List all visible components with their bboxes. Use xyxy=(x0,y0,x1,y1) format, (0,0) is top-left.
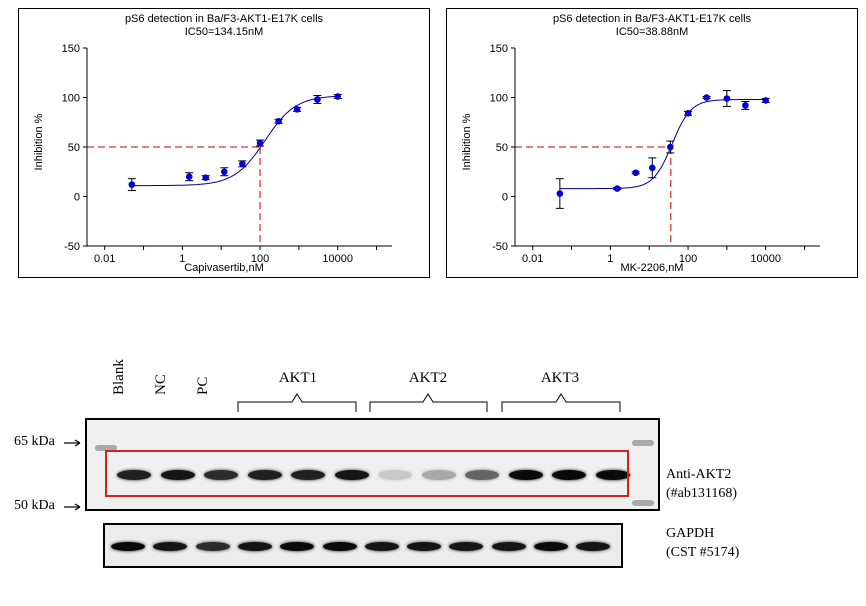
data-point xyxy=(202,174,210,181)
data-point xyxy=(256,139,264,147)
blot-band xyxy=(117,470,151,480)
group-label-akt1: AKT1 xyxy=(278,370,318,386)
antibody-label: Anti-AKT2 (#ab131168) xyxy=(666,465,737,503)
blot-band xyxy=(364,542,399,551)
blot-band xyxy=(153,542,188,551)
x-tick-label: 1 xyxy=(179,253,185,265)
x-tick-label: 10000 xyxy=(322,253,353,265)
bracket-akt3 xyxy=(501,393,621,412)
x-tick-label: 1 xyxy=(607,253,613,265)
blot-band xyxy=(407,542,442,551)
x-tick-label: 0.01 xyxy=(522,253,543,265)
blot-band xyxy=(195,542,230,551)
data-point xyxy=(334,93,342,100)
loading-control-catalog: (CST #5174) xyxy=(666,545,740,560)
x-tick-label: 100 xyxy=(251,253,269,265)
loading-control-name: GAPDH xyxy=(666,526,715,541)
group-label-akt3: AKT3 xyxy=(540,370,580,386)
blot-band xyxy=(552,470,586,480)
data-point xyxy=(742,102,749,109)
fit-curve xyxy=(559,99,766,190)
chart-title: pS6 detection in Ba/F3-AKT1-E17K cells xyxy=(124,13,324,25)
data-point xyxy=(239,160,246,168)
blot-band xyxy=(508,470,543,480)
data-point xyxy=(762,97,770,104)
blot-gapdh xyxy=(103,523,623,568)
y-tick-label: -50 xyxy=(492,241,508,253)
data-point xyxy=(613,185,621,192)
y-tick-label: 150 xyxy=(490,43,508,55)
y-tick-label: 0 xyxy=(74,192,80,204)
x-tick-label: 100 xyxy=(679,253,697,265)
blot-band xyxy=(449,542,484,551)
marker-50-kda: 50 kDa xyxy=(14,498,55,513)
ladder-band-right-lower xyxy=(632,500,654,506)
blot-band xyxy=(204,470,238,480)
data-point xyxy=(632,169,640,177)
y-tick-label: 50 xyxy=(68,142,80,154)
chart-subtitle: IC50=38.88nM xyxy=(615,26,689,38)
data-point xyxy=(293,106,301,113)
bracket-akt2 xyxy=(369,393,488,412)
y-tick-label: 150 xyxy=(62,43,80,55)
chart-title: pS6 detection in Ba/F3-AKT1-E17K cells xyxy=(552,13,752,25)
data-point xyxy=(185,173,193,180)
blot-band xyxy=(378,470,412,480)
antibody-name: Anti-AKT2 xyxy=(666,467,732,482)
y-tick-label: 100 xyxy=(490,93,508,105)
x-axis-label: MK-2206,nM xyxy=(620,262,684,274)
ladder-band-right-upper xyxy=(632,440,654,446)
blot-band xyxy=(160,470,195,480)
x-tick-label: 10000 xyxy=(750,253,781,265)
y-tick-label: 0 xyxy=(502,192,508,204)
antibody-catalog: (#ab131168) xyxy=(666,486,738,501)
data-point xyxy=(314,96,321,103)
fit-curve xyxy=(131,95,338,187)
blot-band xyxy=(291,470,325,480)
blot-band xyxy=(334,470,369,480)
marker-65-kda: 65 kDa xyxy=(14,434,55,449)
chart-panel-capivasertib: pS6 detection in Ba/F3-AKT1-E17K cells I… xyxy=(18,8,430,278)
group-label-akt2: AKT2 xyxy=(408,370,448,386)
data-point xyxy=(648,164,656,172)
data-point xyxy=(667,143,674,151)
blot-band xyxy=(576,542,611,551)
y-tick-label: 50 xyxy=(496,142,508,154)
bracket-akt1 xyxy=(237,393,357,412)
data-point xyxy=(684,110,692,117)
data-point xyxy=(128,181,136,188)
data-point xyxy=(703,94,710,101)
blot-band xyxy=(111,542,145,551)
ladder-band-left-upper xyxy=(95,445,117,451)
x-axis-label: Capivasertib,nM xyxy=(184,262,264,274)
blot-band xyxy=(237,542,272,551)
blot-band xyxy=(280,542,315,551)
data-point xyxy=(220,168,228,176)
loading-control-label: GAPDH (CST #5174) xyxy=(666,524,739,562)
blot-band xyxy=(595,470,630,480)
blot-band xyxy=(322,542,357,551)
chart-plot-area: -50 0 50 100 150 0.01 1 100 10000 xyxy=(490,43,820,265)
data-point xyxy=(723,95,731,102)
y-tick-label: -50 xyxy=(64,241,80,253)
chart-plot-area: -50 0 50 100 150 0.01 1 100 10000 xyxy=(62,43,392,265)
y-tick-label: 100 xyxy=(62,93,80,105)
x-tick-label: 0.01 xyxy=(94,253,115,265)
blot-band xyxy=(247,470,282,480)
chart-subtitle: IC50=134.15nM xyxy=(184,26,264,38)
highlight-box xyxy=(105,450,629,497)
data-point xyxy=(556,190,564,197)
data-point xyxy=(275,117,282,125)
blot-band xyxy=(491,542,526,551)
chart-panel-mk2206: pS6 detection in Ba/F3-AKT1-E17K cells I… xyxy=(446,8,858,278)
blot-band xyxy=(534,542,568,551)
blot-band xyxy=(465,470,499,480)
blot-band xyxy=(421,470,456,480)
